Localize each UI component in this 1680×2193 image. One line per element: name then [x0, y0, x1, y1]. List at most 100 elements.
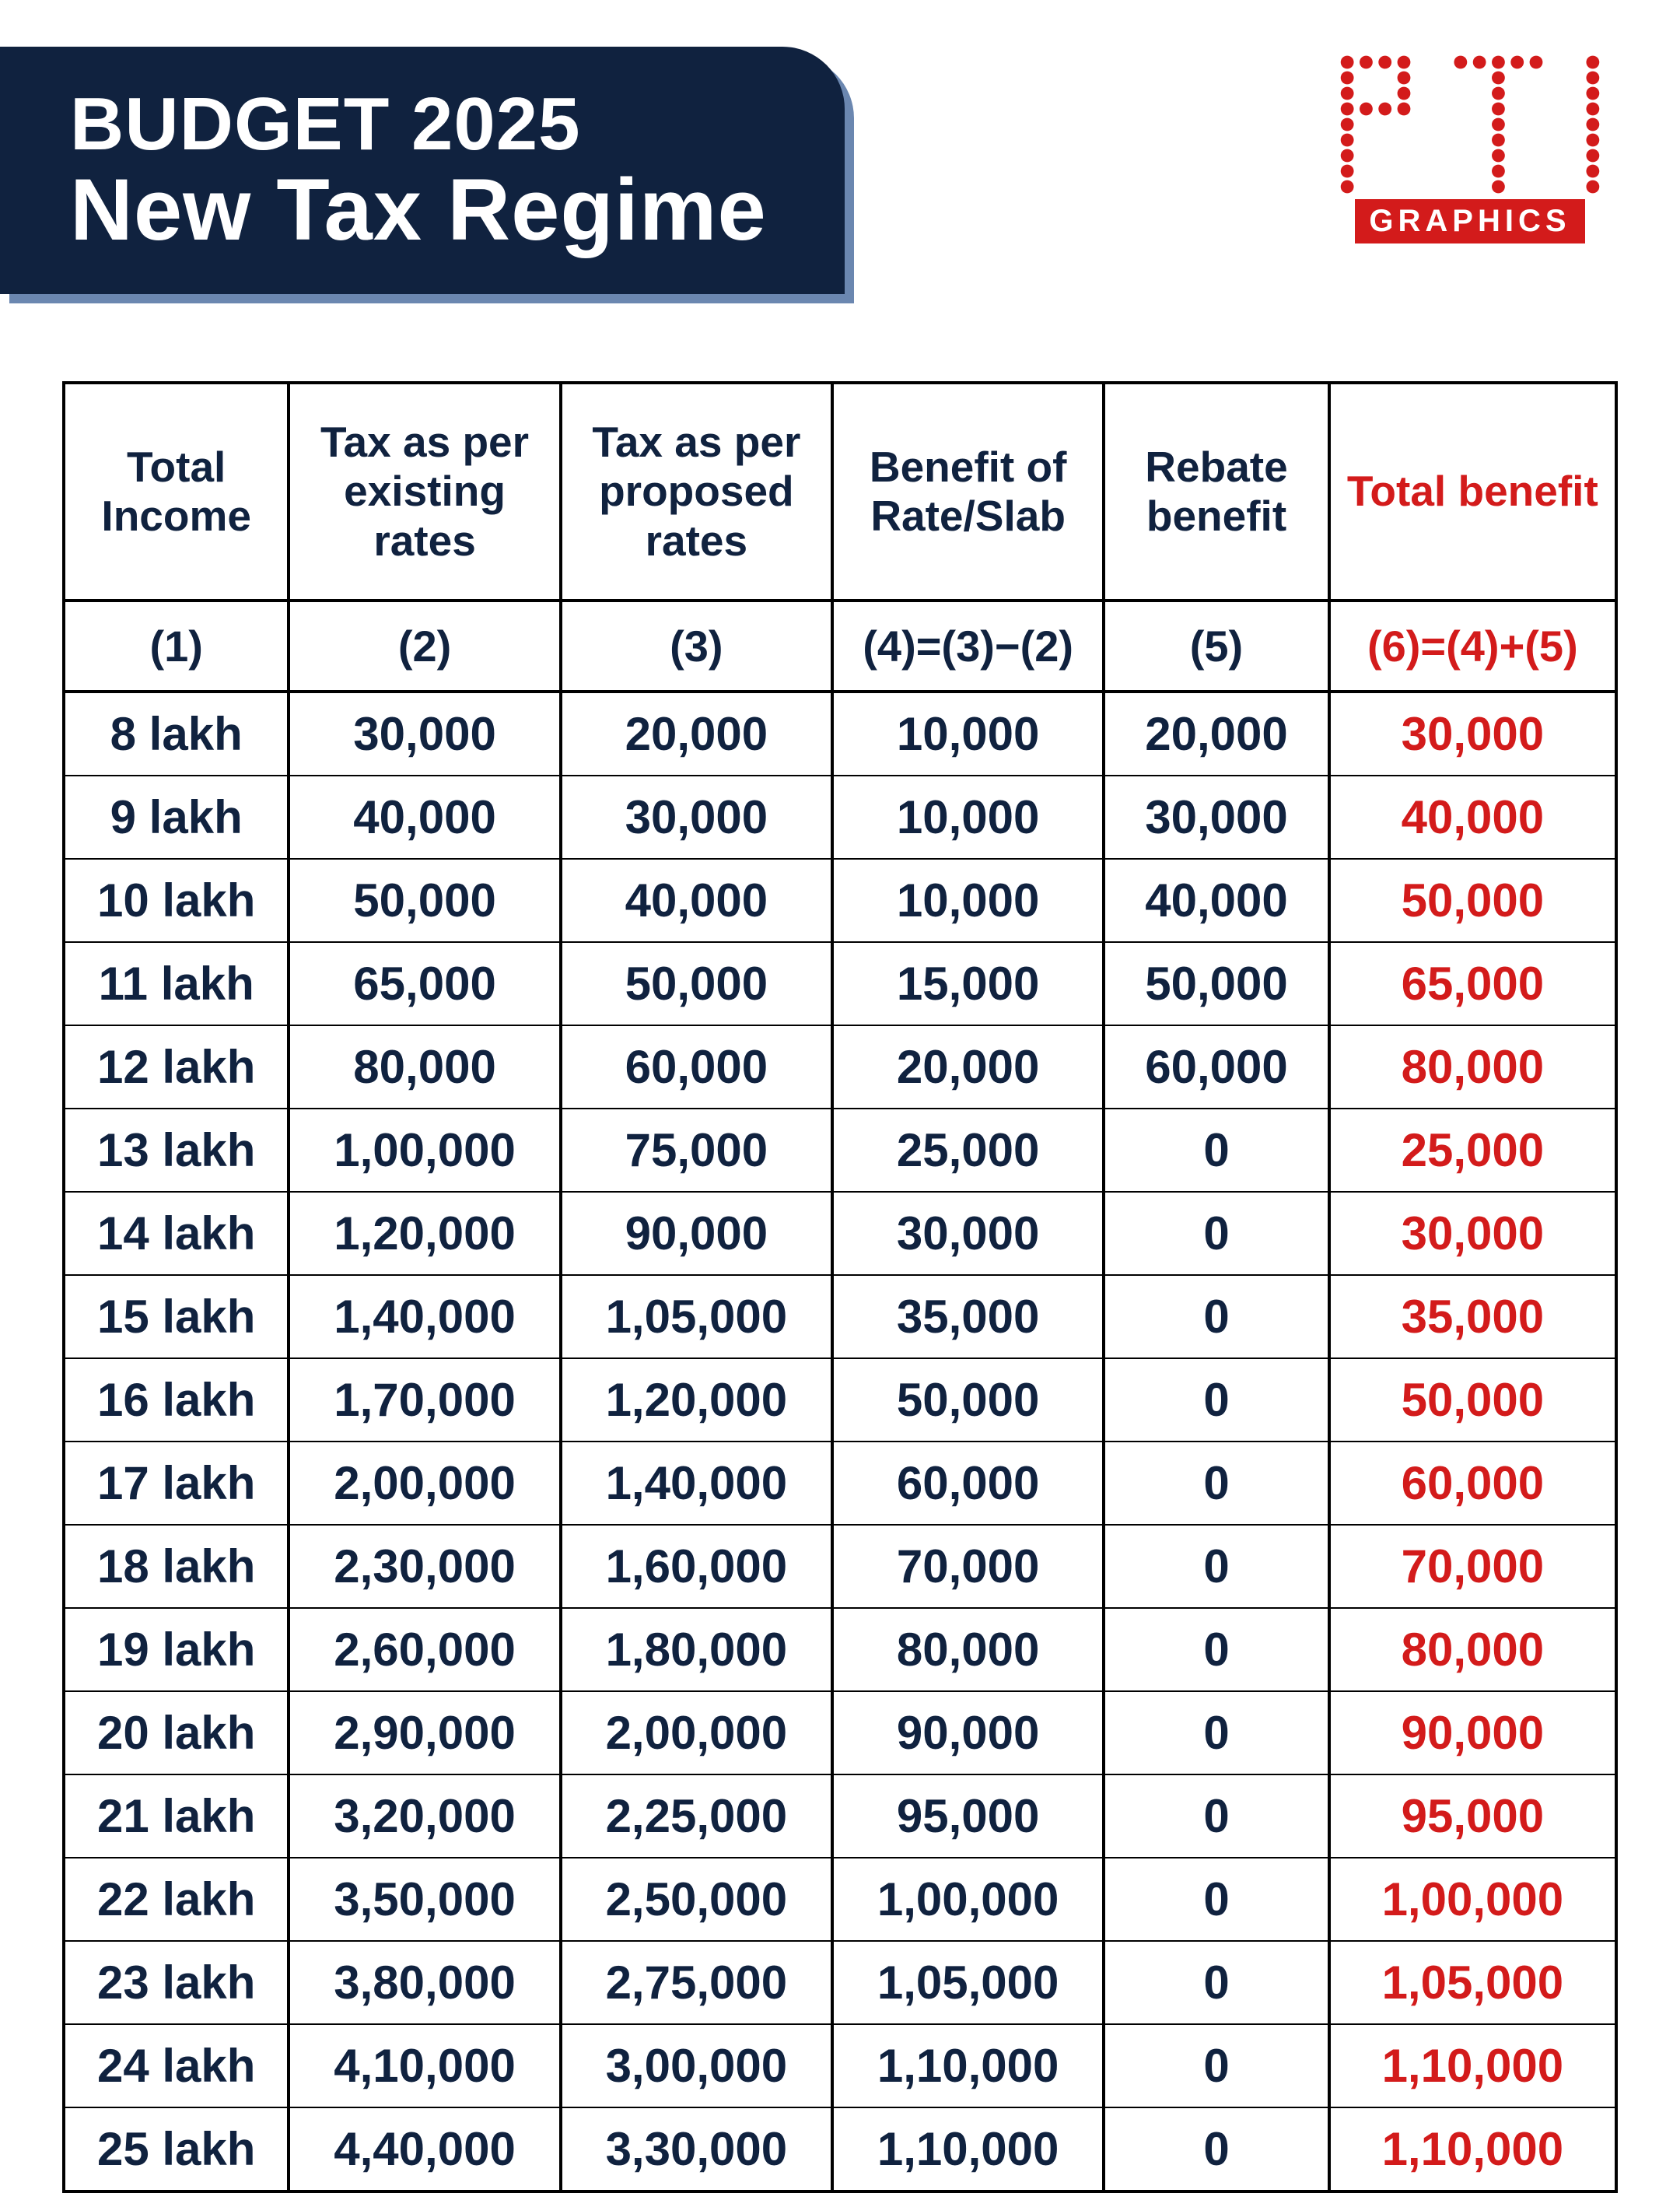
column-header: Tax as per existing rates: [289, 383, 560, 601]
table-cell: 1,40,000: [561, 1442, 832, 1525]
table-cell: 30,000: [1329, 692, 1616, 776]
table-cell: 3,80,000: [289, 1941, 560, 2024]
table-cell: 0: [1104, 1192, 1328, 1275]
table-cell: 0: [1104, 1608, 1328, 1691]
column-formula: (3): [561, 601, 832, 692]
tax-regime-table: Total IncomeTax as per existing ratesTax…: [62, 381, 1618, 2193]
table-cell: 11 lakh: [64, 942, 289, 1025]
table-formula-row: (1)(2)(3)(4)=(3)−(2)(5)(6)=(4)+(5): [64, 601, 1616, 692]
table-cell: 40,000: [289, 776, 560, 859]
table-cell: 3,20,000: [289, 1774, 560, 1858]
table-header-row: Total IncomeTax as per existing ratesTax…: [64, 383, 1616, 601]
logo-label: GRAPHICS: [1355, 199, 1584, 243]
table-cell: 20,000: [561, 692, 832, 776]
title-line-2: New Tax Regime: [70, 164, 767, 256]
column-header: Total benefit: [1329, 383, 1616, 601]
table-cell: 10,000: [832, 859, 1104, 942]
table-cell: 1,00,000: [1329, 1858, 1616, 1941]
table-cell: 80,000: [1329, 1025, 1616, 1109]
table-cell: 2,30,000: [289, 1525, 560, 1608]
table-row: 13 lakh1,00,00075,00025,000025,000: [64, 1109, 1616, 1192]
table-cell: 25,000: [832, 1109, 1104, 1192]
table-cell: 60,000: [1329, 1442, 1616, 1525]
table-cell: 2,90,000: [289, 1691, 560, 1774]
table-cell: 2,00,000: [289, 1442, 560, 1525]
table-cell: 3,30,000: [561, 2107, 832, 2191]
table-cell: 90,000: [832, 1691, 1104, 1774]
table-cell: 19 lakh: [64, 1608, 289, 1691]
table-cell: 1,20,000: [561, 1358, 832, 1442]
table-cell: 30,000: [1104, 776, 1328, 859]
table-cell: 0: [1104, 1442, 1328, 1525]
table-row: 16 lakh1,70,0001,20,00050,000050,000: [64, 1358, 1616, 1442]
table-cell: 1,05,000: [1329, 1941, 1616, 2024]
table-cell: 70,000: [1329, 1525, 1616, 1608]
table-cell: 17 lakh: [64, 1442, 289, 1525]
table-row: 15 lakh1,40,0001,05,00035,000035,000: [64, 1275, 1616, 1358]
table-cell: 60,000: [561, 1025, 832, 1109]
table-cell: 0: [1104, 1525, 1328, 1608]
table-row: 9 lakh40,00030,00010,00030,00040,000: [64, 776, 1616, 859]
table-cell: 0: [1104, 2024, 1328, 2107]
table-cell: 15 lakh: [64, 1275, 289, 1358]
table-row: 10 lakh50,00040,00010,00040,00050,000: [64, 859, 1616, 942]
table-cell: 1,10,000: [832, 2107, 1104, 2191]
pti-dot-logo-icon: [1338, 54, 1602, 194]
table-cell: 75,000: [561, 1109, 832, 1192]
table-cell: 50,000: [832, 1358, 1104, 1442]
table-cell: 1,10,000: [1329, 2107, 1616, 2191]
table-row: 25 lakh4,40,0003,30,0001,10,00001,10,000: [64, 2107, 1616, 2191]
column-header: Total Income: [64, 383, 289, 601]
table-cell: 40,000: [1329, 776, 1616, 859]
table-cell: 80,000: [1329, 1608, 1616, 1691]
brand-logo: GRAPHICS: [1338, 54, 1602, 243]
table-cell: 80,000: [289, 1025, 560, 1109]
table-cell: 1,40,000: [289, 1275, 560, 1358]
table-cell: 0: [1104, 2107, 1328, 2191]
table-cell: 0: [1104, 1691, 1328, 1774]
table-row: 12 lakh80,00060,00020,00060,00080,000: [64, 1025, 1616, 1109]
table-cell: 65,000: [1329, 942, 1616, 1025]
table-cell: 2,25,000: [561, 1774, 832, 1858]
table-cell: 90,000: [1329, 1691, 1616, 1774]
table-cell: 3,00,000: [561, 2024, 832, 2107]
table-row: 22 lakh3,50,0002,50,0001,00,00001,00,000: [64, 1858, 1616, 1941]
tax-table: Total IncomeTax as per existing ratesTax…: [62, 381, 1618, 2193]
table-cell: 1,10,000: [832, 2024, 1104, 2107]
table-cell: 30,000: [289, 692, 560, 776]
table-cell: 10,000: [832, 692, 1104, 776]
table-cell: 10,000: [832, 776, 1104, 859]
table-cell: 2,60,000: [289, 1608, 560, 1691]
column-header: Benefit of Rate/Slab: [832, 383, 1104, 601]
table-body: 8 lakh30,00020,00010,00020,00030,0009 la…: [64, 692, 1616, 2191]
table-cell: 1,20,000: [289, 1192, 560, 1275]
table-row: 21 lakh3,20,0002,25,00095,000095,000: [64, 1774, 1616, 1858]
title-line-1: BUDGET 2025: [70, 86, 767, 164]
table-row: 18 lakh2,30,0001,60,00070,000070,000: [64, 1525, 1616, 1608]
table-cell: 12 lakh: [64, 1025, 289, 1109]
table-row: 23 lakh3,80,0002,75,0001,05,00001,05,000: [64, 1941, 1616, 2024]
table-cell: 60,000: [1104, 1025, 1328, 1109]
table-cell: 0: [1104, 1858, 1328, 1941]
table-cell: 8 lakh: [64, 692, 289, 776]
table-cell: 50,000: [1329, 1358, 1616, 1442]
table-cell: 4,40,000: [289, 2107, 560, 2191]
table-cell: 2,75,000: [561, 1941, 832, 2024]
table-cell: 18 lakh: [64, 1525, 289, 1608]
table-cell: 1,80,000: [561, 1608, 832, 1691]
table-cell: 10 lakh: [64, 859, 289, 942]
table-row: 11 lakh65,00050,00015,00050,00065,000: [64, 942, 1616, 1025]
table-cell: 30,000: [561, 776, 832, 859]
table-cell: 65,000: [289, 942, 560, 1025]
table-cell: 1,10,000: [1329, 2024, 1616, 2107]
table-cell: 35,000: [832, 1275, 1104, 1358]
table-cell: 95,000: [832, 1774, 1104, 1858]
table-cell: 15,000: [832, 942, 1104, 1025]
table-row: 24 lakh4,10,0003,00,0001,10,00001,10,000: [64, 2024, 1616, 2107]
table-row: 8 lakh30,00020,00010,00020,00030,000: [64, 692, 1616, 776]
table-cell: 1,05,000: [832, 1941, 1104, 2024]
title-banner: BUDGET 2025 New Tax Regime: [0, 47, 845, 294]
table-cell: 24 lakh: [64, 2024, 289, 2107]
table-cell: 1,00,000: [289, 1109, 560, 1192]
table-cell: 25,000: [1329, 1109, 1616, 1192]
